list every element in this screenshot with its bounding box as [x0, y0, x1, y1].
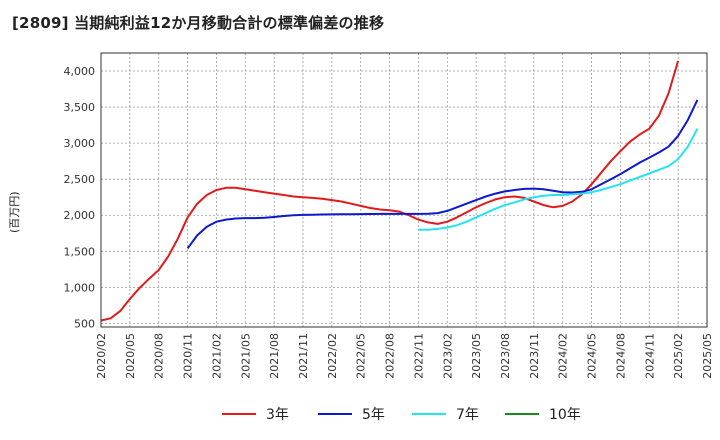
legend-label: 10年 — [549, 407, 581, 423]
series-line-5年 — [186, 99, 699, 249]
y-tick-label: 3,500 — [64, 101, 96, 114]
legend-item: 10年 — [505, 404, 581, 424]
y-tick-label: 3,000 — [64, 137, 96, 150]
legend-swatch — [505, 413, 539, 415]
y-tick-label: 500 — [74, 317, 95, 330]
x-tick-label: 2020/05 — [124, 333, 137, 379]
x-tick-label: 2021/02 — [210, 333, 223, 379]
x-tick-label: 2022/08 — [384, 333, 397, 379]
x-tick-label: 2020/02 — [95, 333, 108, 379]
x-tick-label: 2020/11 — [182, 333, 195, 379]
y-tick-label: 2,500 — [64, 173, 96, 186]
legend-item: 3年 — [222, 404, 289, 424]
chart-title: [2809] 当期純利益12か月移動合計の標準偏差の推移 — [12, 14, 385, 32]
legend-label: 7年 — [456, 407, 479, 423]
y-tick-label: 1,000 — [64, 281, 96, 294]
x-tick-label: 2023/11 — [528, 333, 541, 379]
x-tick-label: 2022/11 — [412, 333, 425, 379]
x-tick-label: 2021/05 — [239, 333, 252, 379]
x-tick-label: 2024/02 — [557, 333, 570, 379]
series-line-7年 — [418, 128, 699, 231]
x-tick-label: 2024/08 — [614, 333, 627, 379]
x-tick-label: 2020/08 — [153, 333, 166, 379]
x-tick-label: 2025/05 — [701, 333, 714, 379]
x-tick-label: 2022/05 — [355, 333, 368, 379]
legend-label: 5年 — [362, 407, 385, 423]
legend-item: 5年 — [318, 404, 385, 424]
legend-label: 3年 — [266, 407, 289, 423]
x-tick-label: 2024/11 — [643, 333, 656, 379]
chart-legend: 3年 5年 7年 10年 — [0, 404, 720, 428]
legend-swatch — [318, 413, 352, 415]
x-tick-label: 2022/02 — [326, 333, 339, 379]
x-tick-label: 2021/08 — [268, 333, 281, 379]
legend-swatch — [412, 413, 446, 415]
x-tick-label: 2023/08 — [499, 333, 512, 379]
legend-item: 7年 — [412, 404, 479, 424]
y-tick-label: 2,000 — [64, 209, 96, 222]
y-tick-label: 1,500 — [64, 245, 96, 258]
x-tick-label: 2024/05 — [586, 333, 599, 379]
x-tick-label: 2023/05 — [470, 333, 483, 379]
plot-frame — [100, 52, 708, 328]
legend-swatch — [222, 413, 256, 415]
x-tick-label: 2023/02 — [441, 333, 454, 379]
x-tick-label: 2021/11 — [297, 333, 310, 379]
y-tick-label: 4,000 — [64, 65, 96, 78]
x-tick-label: 2025/02 — [672, 333, 685, 379]
plot-area — [101, 53, 707, 327]
